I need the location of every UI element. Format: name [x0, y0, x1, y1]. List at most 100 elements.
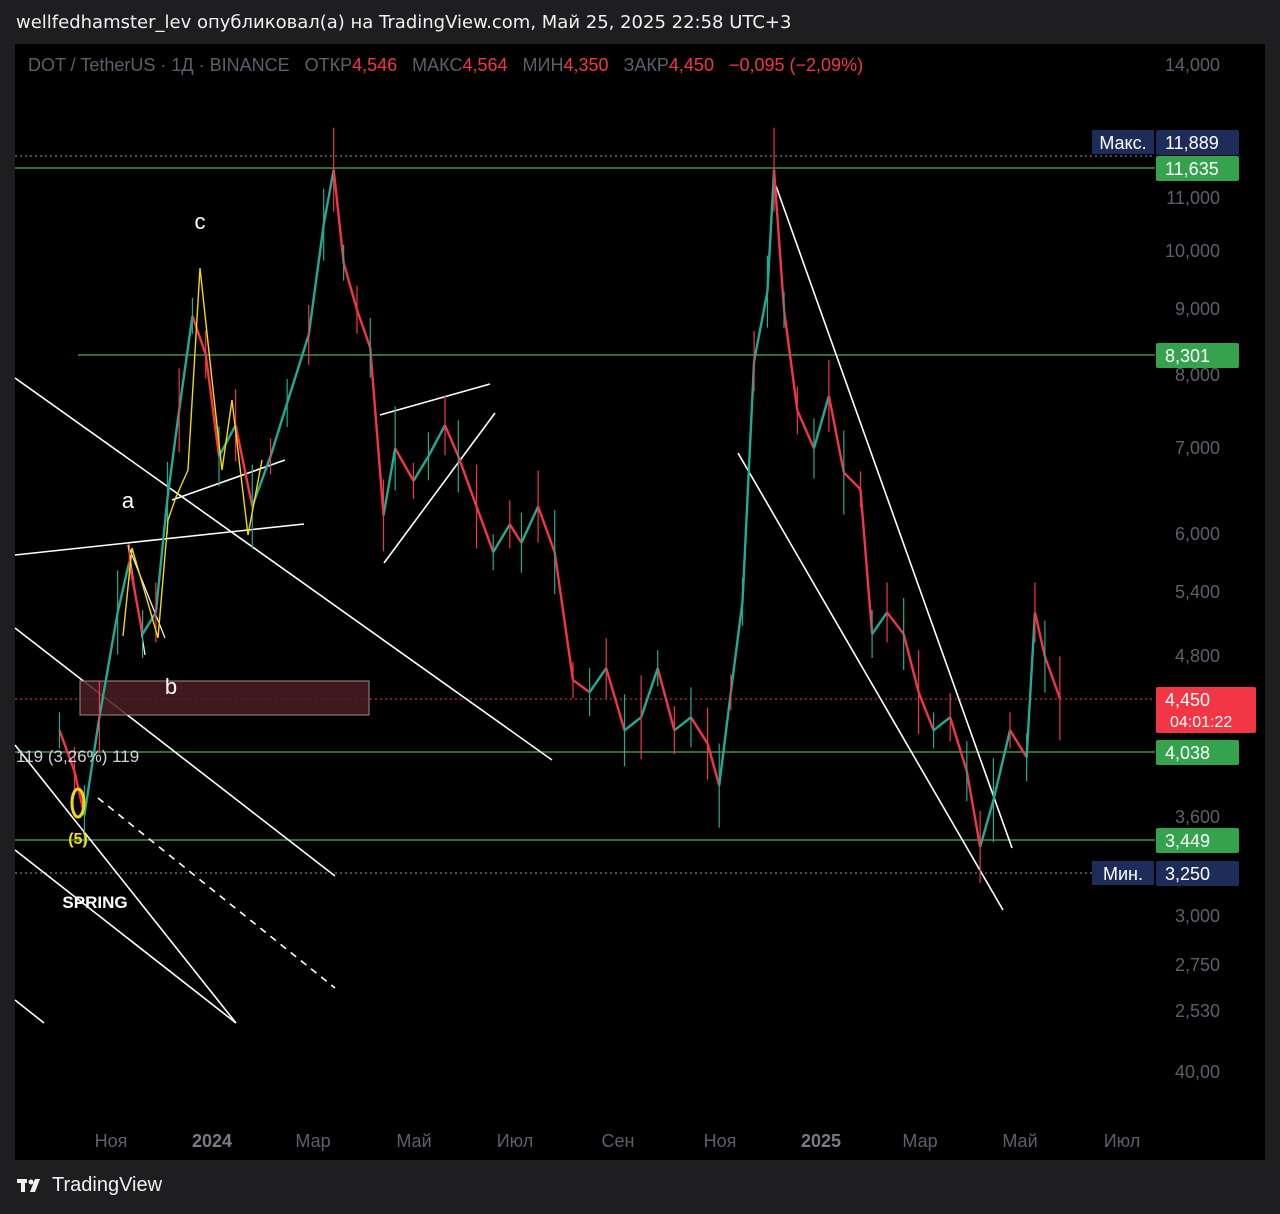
price-segment	[729, 601, 744, 693]
price-label-value: 8,301	[1165, 346, 1210, 366]
price-segment	[623, 716, 642, 732]
price-segment	[286, 334, 310, 404]
price-segment	[796, 409, 816, 449]
price-segment	[369, 347, 385, 516]
price-label-value: 3,449	[1165, 831, 1210, 851]
trend-line	[14, 744, 237, 1024]
x-tick-label: 2025	[801, 1131, 841, 1151]
price-label-tag	[1092, 130, 1154, 154]
price-segment	[842, 471, 862, 491]
price-segment	[177, 315, 194, 411]
y-tick-label: 5,400	[1175, 582, 1220, 602]
price-segment	[978, 799, 995, 848]
price-label-box	[1156, 861, 1239, 886]
y-tick-label: 6,000	[1175, 524, 1220, 544]
footer-brand[interactable]: TradingView	[16, 1174, 162, 1197]
price-segment	[782, 309, 799, 411]
price-segment	[322, 169, 335, 225]
price-segment	[217, 424, 237, 457]
price-segment	[355, 309, 372, 349]
price-segment	[752, 291, 769, 362]
price-segment	[412, 455, 430, 482]
annotation-c: c	[195, 209, 206, 234]
y-tick-label: 8,000	[1175, 365, 1220, 385]
price-segment	[772, 169, 786, 310]
price-segment	[98, 612, 119, 718]
y-tick-label: 2,530	[1175, 1001, 1220, 1021]
open-value: 4,546	[352, 55, 398, 75]
price-label-box	[1156, 130, 1239, 155]
y-tick-label: 14,000	[1165, 55, 1220, 75]
price-segment	[475, 506, 495, 553]
price-segment	[859, 489, 874, 635]
price-segment	[536, 506, 556, 553]
x-tick-label: Ноя	[95, 1131, 128, 1151]
price-segment	[269, 402, 289, 457]
price-label-value: 3,250	[1165, 864, 1210, 884]
price-segment	[812, 395, 831, 449]
price-label-tag	[1092, 861, 1154, 885]
price-segment	[128, 561, 144, 635]
y-tick-label: 3,600	[1175, 807, 1220, 827]
price-segment	[58, 729, 76, 772]
price-segment	[572, 679, 591, 694]
y-tick-label: 3,000	[1175, 906, 1220, 926]
trend-line	[379, 383, 491, 416]
price-segment	[766, 169, 776, 292]
price-segment	[902, 633, 920, 693]
y-tick-label: 40,00	[1175, 1062, 1220, 1082]
y-tick-label: 2,750	[1175, 955, 1220, 975]
price-segment	[965, 770, 982, 848]
annotation-wave-5: (5)	[68, 831, 88, 848]
wave-5-marker	[70, 787, 86, 819]
close-label: ЗАКР	[623, 55, 669, 75]
price-segment	[154, 497, 169, 613]
chart-area[interactable]	[15, 44, 1265, 1160]
price-segment	[204, 354, 221, 457]
high-label: МАКС	[412, 55, 463, 75]
annotation-spring: SPRING	[62, 893, 127, 912]
price-label-value: 4,038	[1165, 743, 1210, 763]
trend-line	[14, 627, 336, 877]
price-segment	[1043, 656, 1062, 699]
price-label-countdown: 04:01:22	[1170, 714, 1232, 731]
price-label-box	[1156, 343, 1239, 368]
price-segment	[871, 611, 889, 635]
price-segment	[382, 448, 397, 516]
trend-line	[14, 849, 237, 1024]
high-value: 4,564	[462, 55, 508, 75]
price-segment	[83, 717, 101, 816]
price-segment	[234, 424, 254, 507]
trend-line	[14, 377, 553, 761]
footer-brand-text: TradingView	[52, 1174, 163, 1196]
price-segment	[588, 667, 608, 693]
price-segment	[1009, 729, 1028, 758]
price-segment	[553, 552, 575, 681]
price-segment	[932, 716, 951, 732]
price-segment	[508, 523, 523, 544]
demand-zone-rect	[79, 680, 370, 716]
y-tick-label: 4,800	[1175, 646, 1220, 666]
price-segment	[166, 410, 181, 499]
price-segment	[706, 743, 721, 786]
price-segment	[992, 730, 1012, 801]
price-segment	[605, 667, 626, 731]
trend-line-dashed	[97, 797, 336, 989]
price-label-value: 11,889	[1165, 133, 1219, 153]
price-segment	[332, 169, 345, 263]
annotation-a: a	[122, 488, 135, 513]
price-segment	[492, 523, 511, 553]
y-tick-label: 9,000	[1175, 299, 1220, 319]
price-segment	[520, 506, 540, 544]
low-label: МИН	[522, 55, 564, 75]
annotation-measure: 119 (3,26%) 119	[16, 747, 139, 766]
published-line: wellfedhamster_lev опубликовал(а) на Tra…	[16, 12, 792, 33]
price-segment	[917, 691, 935, 731]
price-segment	[1025, 612, 1037, 758]
price-segment	[141, 611, 157, 635]
price-segment	[673, 716, 692, 732]
price-segment	[689, 716, 709, 745]
x-tick-label: Мар	[902, 1131, 937, 1151]
price-segment	[1033, 612, 1047, 657]
